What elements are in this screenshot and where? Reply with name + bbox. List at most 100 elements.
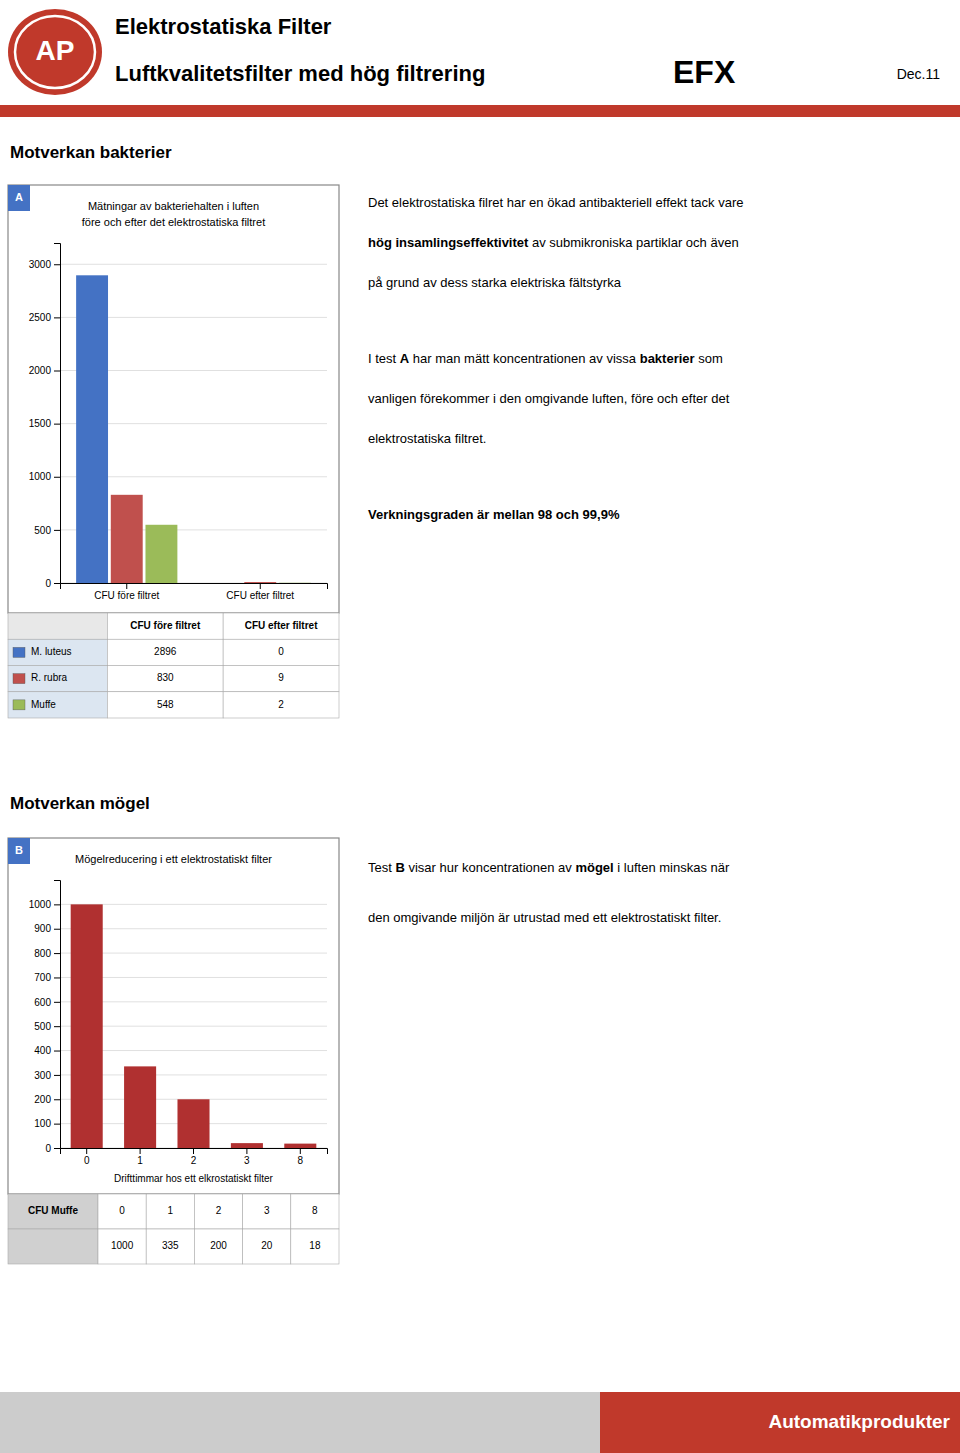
text-run: Test xyxy=(368,860,395,875)
table-text: 335 xyxy=(162,1240,179,1251)
text-run: som xyxy=(695,351,723,366)
table-cell xyxy=(107,692,223,718)
y-tick-mark xyxy=(54,583,60,584)
y-tick-label: 900 xyxy=(34,923,51,934)
y-tick-mark xyxy=(54,477,60,478)
x-axis: CFU före filtretCFU efter filtret xyxy=(61,583,328,601)
x-tick: 3 xyxy=(244,1148,250,1166)
chart-panel: AMätningar av bakteriehalten i luftenför… xyxy=(8,185,339,613)
bar xyxy=(279,582,311,583)
table-text: CFU före filtret xyxy=(130,620,201,631)
y-tick-mark xyxy=(54,1124,60,1125)
y-tick-label: 400 xyxy=(34,1045,51,1056)
y-tick-label: 0 xyxy=(45,1143,51,1154)
y-tick: 500 xyxy=(34,1021,60,1032)
text-line: på grund av dess starka elektriska fälts… xyxy=(368,275,622,290)
table-text: 3 xyxy=(264,1205,270,1216)
y-tick-mark xyxy=(54,977,60,978)
y-tick-label: 500 xyxy=(34,525,51,536)
table-text: 8 xyxy=(312,1205,318,1216)
bar xyxy=(244,582,276,583)
text-run: I test xyxy=(368,351,400,366)
x-tick-mark xyxy=(246,1148,247,1154)
text-line: Verkningsgraden är mellan 98 och 99,9% xyxy=(368,507,620,522)
y-tick-mark xyxy=(54,1099,60,1100)
x-tick-mark xyxy=(140,1148,141,1154)
x-tick-label: CFU före filtret xyxy=(94,590,159,601)
y-tick-label: 2000 xyxy=(29,365,52,376)
table-text: 1 xyxy=(168,1205,174,1216)
y-tick: 200 xyxy=(34,1094,60,1105)
table-swatch xyxy=(13,700,25,710)
x-tick-label: 8 xyxy=(298,1155,304,1166)
table-cell xyxy=(107,639,223,665)
chart-title: Mögelreducering i ett elektrostatiskt fi… xyxy=(75,853,272,865)
chart-title: Mätningar av bakteriehalten i luften xyxy=(88,200,259,212)
table-text: 830 xyxy=(157,672,174,683)
panel-frame xyxy=(8,185,339,613)
text-run: på grund av dess starka elektriska fälts… xyxy=(368,275,622,290)
table-cell xyxy=(146,1229,194,1264)
y-tick: 900 xyxy=(34,923,60,934)
chart-panel: BMögelreducering i ett elektrostatiskt f… xyxy=(8,838,339,1194)
y-axis: 050010001500200025003000 xyxy=(29,244,61,589)
x-tick-label: 3 xyxy=(244,1155,250,1166)
table-cell xyxy=(98,1229,146,1264)
y-tick-label: 300 xyxy=(34,1070,51,1081)
title-line: Luftkvalitetsfilter med hög filtrering xyxy=(115,61,485,86)
x-axis: 01238 xyxy=(61,1148,328,1166)
y-tick: 2500 xyxy=(29,312,60,323)
text-run: i luften minskas när xyxy=(614,860,730,875)
table-text: 20 xyxy=(261,1240,273,1251)
text-block: Det elektrostatiska filret har en ökad a… xyxy=(368,195,744,522)
y-tick: 1500 xyxy=(29,418,60,429)
table-text: CFU efter filtret xyxy=(245,620,318,631)
y-tick: 800 xyxy=(34,948,60,959)
table-text: M. luteus xyxy=(31,646,72,657)
footer-text: Automatikprodukter xyxy=(768,1411,950,1432)
y-tick: 0 xyxy=(45,1143,60,1154)
bar xyxy=(231,1143,263,1148)
y-tick-mark xyxy=(54,317,60,318)
y-tick-label: 600 xyxy=(34,997,51,1008)
table-swatch xyxy=(13,674,25,684)
y-tick: 0 xyxy=(45,578,60,589)
table-cell xyxy=(223,613,339,639)
y-tick-label: 1500 xyxy=(29,418,52,429)
header-bg xyxy=(0,0,960,105)
y-tick: 600 xyxy=(34,997,60,1008)
y-tick-label: 200 xyxy=(34,1094,51,1105)
table-text: 0 xyxy=(119,1205,125,1216)
y-tick-label: 500 xyxy=(34,1021,51,1032)
table-cell xyxy=(98,1194,146,1229)
y-tick: 1000 xyxy=(29,899,60,910)
y-tick-label: 100 xyxy=(34,1118,51,1129)
table-cell xyxy=(243,1229,291,1264)
y-tick: 2000 xyxy=(29,365,60,376)
date: Dec.11 xyxy=(897,66,941,82)
page: APElektrostatiska FilterLuftkvalitetsfil… xyxy=(0,0,960,1453)
table-cell xyxy=(223,666,339,692)
y-tick-mark xyxy=(54,929,60,930)
y-tick-mark xyxy=(54,424,60,425)
y-tick: 1000 xyxy=(29,471,60,482)
text-run: Verkningsgraden är mellan 98 och 99,9% xyxy=(368,507,620,522)
grid xyxy=(60,264,327,583)
table-swatch xyxy=(13,647,25,657)
footer-right xyxy=(600,1392,960,1453)
bars xyxy=(76,275,311,583)
table-cell xyxy=(194,1229,242,1264)
section-title: Motverkan bakterier xyxy=(10,143,172,162)
grid xyxy=(60,904,327,1148)
table-cell xyxy=(8,1194,98,1229)
table-cell xyxy=(291,1229,339,1264)
text-block: Test B visar hur koncentrationen av möge… xyxy=(368,860,730,925)
table-text: 548 xyxy=(157,699,174,710)
y-tick-mark xyxy=(54,953,60,954)
y-tick: 300 xyxy=(34,1070,60,1081)
table-cell xyxy=(223,692,339,718)
text-line: I test A har man mätt koncentrationen av… xyxy=(368,351,723,366)
table-cell xyxy=(223,639,339,665)
y-tick-label: 2500 xyxy=(29,312,52,323)
axis-domain xyxy=(61,584,328,590)
